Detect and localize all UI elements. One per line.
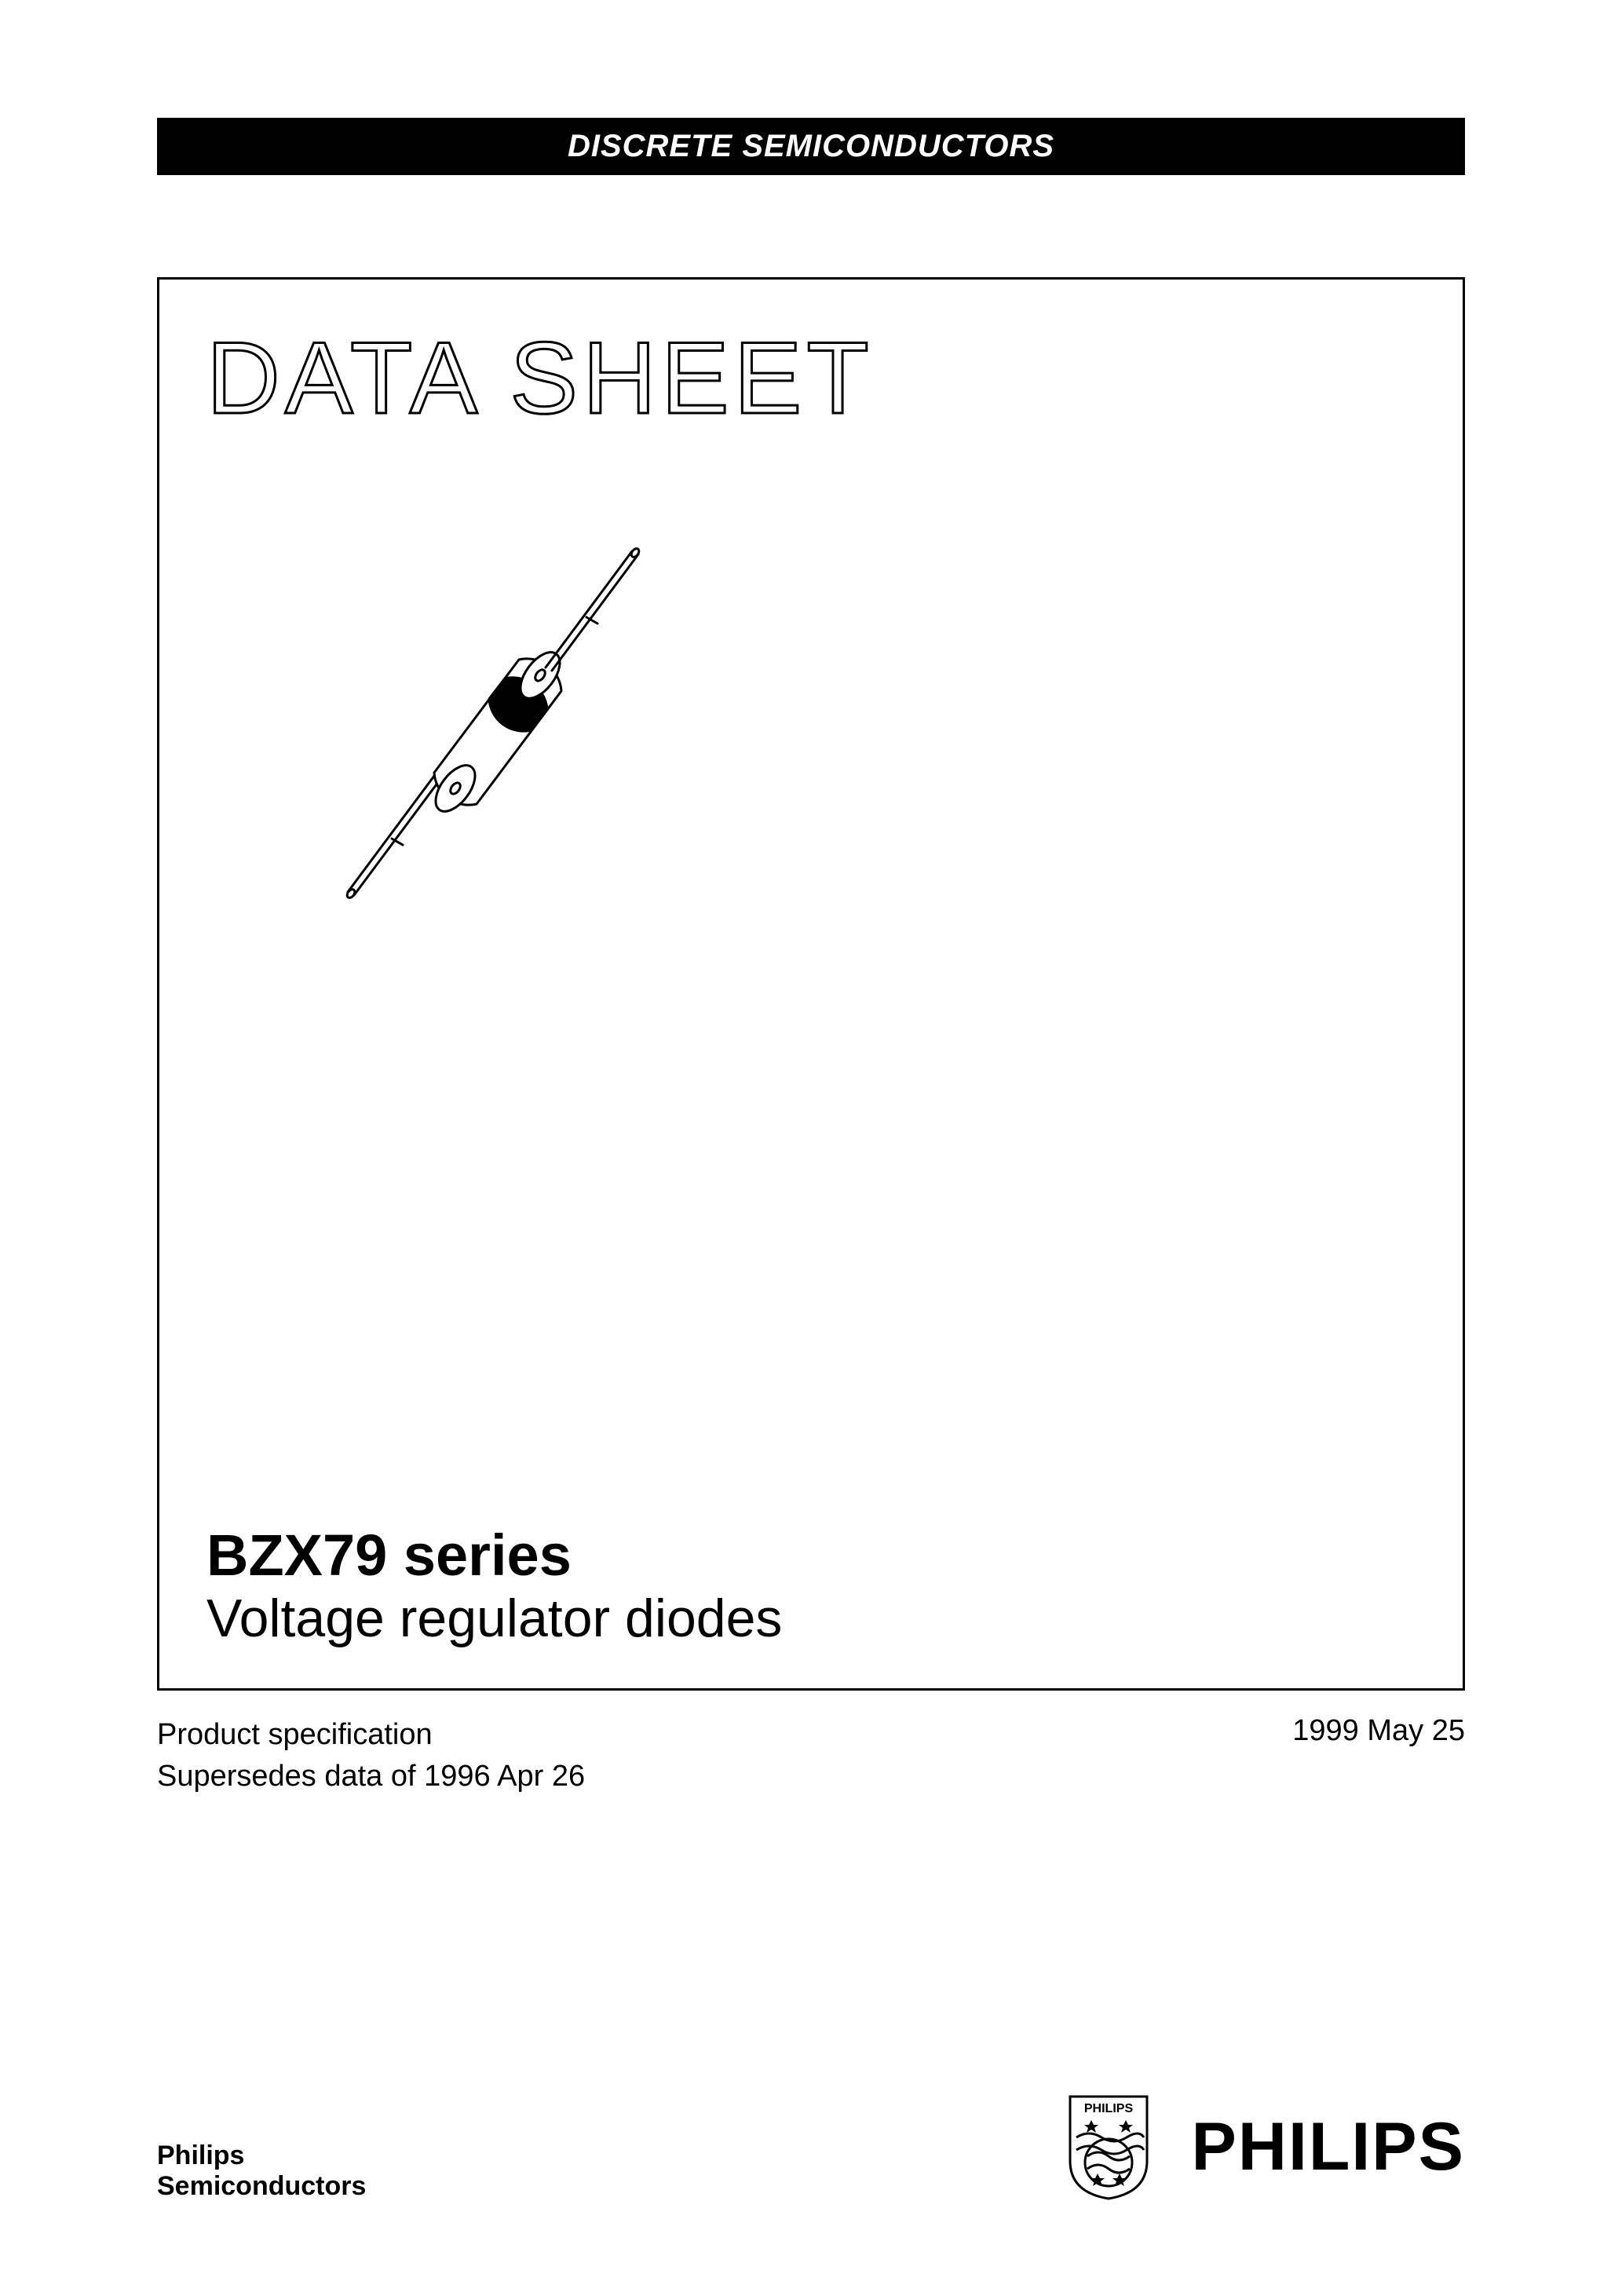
content-frame: DATA SHEET	[157, 277, 1465, 1691]
category-header: DISCRETE SEMICONDUCTORS	[157, 118, 1465, 175]
category-label: DISCRETE SEMICONDUCTORS	[568, 129, 1054, 163]
diode-illustration	[316, 499, 1416, 912]
meta-date: 1999 May 25	[1292, 1714, 1465, 1797]
footer-brand-right: PHILIPS PHILIPS	[1065, 2092, 1465, 2202]
datasheet-page: DISCRETE SEMICONDUCTORS DATA SHEET	[0, 0, 1622, 2296]
supersedes-label: Supersedes data of 1996 Apr 26	[157, 1756, 585, 1797]
shield-label: PHILIPS	[1084, 2102, 1134, 2115]
footer-brand-left: Philips Semiconductors	[157, 2141, 366, 2202]
diode-svg	[316, 499, 646, 908]
meta-row: Product specification Supersedes data of…	[157, 1714, 1465, 1797]
data-sheet-text-node: DATA SHEET	[206, 327, 874, 435]
datasheet-title: DATA SHEET	[206, 327, 1416, 437]
footer-line2: Semiconductors	[157, 2171, 366, 2202]
product-block: BZX79 series Voltage regulator diodes	[206, 1523, 782, 1649]
product-name: BZX79 series	[206, 1523, 782, 1587]
philips-shield-icon: PHILIPS	[1065, 2092, 1152, 2202]
meta-left: Product specification Supersedes data of…	[157, 1714, 585, 1797]
product-description: Voltage regulator diodes	[206, 1588, 782, 1649]
page-footer: Philips Semiconductors PHILIPS	[157, 2092, 1465, 2202]
spec-label: Product specification	[157, 1714, 585, 1756]
footer-line1: Philips	[157, 2141, 366, 2171]
philips-wordmark: PHILIPS	[1191, 2108, 1465, 2186]
data-sheet-outline-text: DATA SHEET	[206, 327, 1149, 437]
